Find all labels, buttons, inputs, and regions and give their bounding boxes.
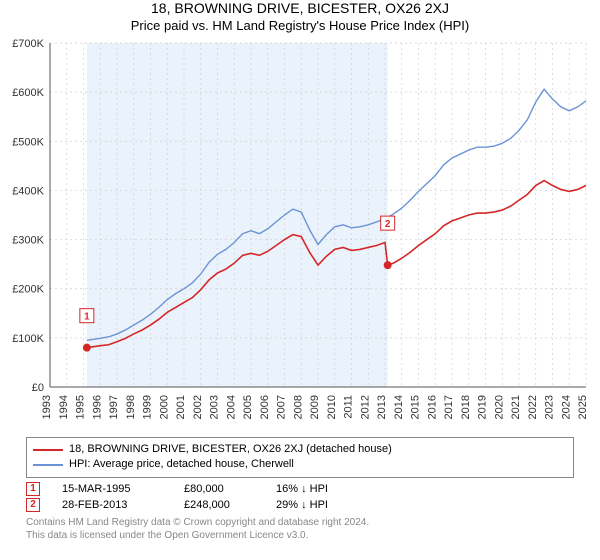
svg-text:2000: 2000 <box>158 395 170 419</box>
svg-text:2019: 2019 <box>477 395 489 419</box>
svg-text:£100K: £100K <box>12 333 44 345</box>
legend-label: HPI: Average price, detached house, Cher… <box>69 457 294 472</box>
event-marker-icon: 2 <box>26 498 40 512</box>
svg-text:2009: 2009 <box>309 395 321 419</box>
svg-text:2021: 2021 <box>510 395 522 419</box>
svg-text:2003: 2003 <box>209 395 221 419</box>
svg-text:1997: 1997 <box>108 395 120 419</box>
svg-text:£600K: £600K <box>12 87 44 99</box>
svg-text:2004: 2004 <box>225 395 237 419</box>
svg-text:1994: 1994 <box>58 395 70 419</box>
svg-text:2023: 2023 <box>544 395 556 419</box>
price-chart: £0 £100K £200K £300K £400K £500K £600K £700K 199… <box>0 37 600 431</box>
svg-text:£200K: £200K <box>12 284 44 296</box>
svg-text:£700K: £700K <box>12 38 44 50</box>
legend-label: 18, BROWNING DRIVE, BICESTER, OX26 2XJ (… <box>69 442 392 457</box>
svg-text:2022: 2022 <box>527 395 539 419</box>
svg-text:£400K: £400K <box>12 185 44 197</box>
legend-swatch-icon <box>33 449 63 451</box>
svg-text:2024: 2024 <box>560 395 572 419</box>
svg-text:2011: 2011 <box>343 395 355 419</box>
footnote-line: Contains HM Land Registry data © Crown c… <box>26 516 574 529</box>
svg-text:2002: 2002 <box>192 395 204 419</box>
svg-text:£500K: £500K <box>12 136 44 148</box>
svg-text:2020: 2020 <box>493 395 505 419</box>
svg-text:1993: 1993 <box>41 395 53 419</box>
event-price: £248,000 <box>184 499 254 511</box>
svg-text:2008: 2008 <box>292 395 304 419</box>
page-title: 18, BROWNING DRIVE, BICESTER, OX26 2XJ <box>0 0 600 16</box>
svg-text:2005: 2005 <box>242 395 254 419</box>
legend-item: 18, BROWNING DRIVE, BICESTER, OX26 2XJ (… <box>33 442 567 457</box>
event-marker-icon: 1 <box>26 482 40 496</box>
svg-text:1995: 1995 <box>75 395 87 419</box>
event-row: 2 28-FEB-2013 £248,000 29% ↓ HPI <box>26 498 574 512</box>
footnote: Contains HM Land Registry data © Crown c… <box>26 516 574 542</box>
svg-text:£0: £0 <box>32 382 44 394</box>
svg-text:2006: 2006 <box>259 395 271 419</box>
svg-text:1998: 1998 <box>125 395 137 419</box>
event-price: £80,000 <box>184 483 254 495</box>
svg-text:2016: 2016 <box>426 395 438 419</box>
legend-item: HPI: Average price, detached house, Cher… <box>33 457 567 472</box>
svg-text:2014: 2014 <box>393 395 405 419</box>
legend-swatch-icon <box>33 464 63 466</box>
transaction-events: 1 15-MAR-1995 £80,000 16% ↓ HPI 2 28-FEB… <box>26 482 574 512</box>
event-row: 1 15-MAR-1995 £80,000 16% ↓ HPI <box>26 482 574 496</box>
svg-text:1: 1 <box>84 312 90 323</box>
legend: 18, BROWNING DRIVE, BICESTER, OX26 2XJ (… <box>26 437 574 478</box>
svg-text:2012: 2012 <box>359 395 371 419</box>
svg-text:2017: 2017 <box>443 395 455 419</box>
svg-text:2018: 2018 <box>460 395 472 419</box>
page-subtitle: Price paid vs. HM Land Registry's House … <box>0 18 600 33</box>
event-date: 28-FEB-2013 <box>62 499 162 511</box>
svg-text:2001: 2001 <box>175 395 187 419</box>
svg-text:1996: 1996 <box>91 395 103 419</box>
chart-svg: £0 £100K £200K £300K £400K £500K £600K £700K 199… <box>0 37 600 431</box>
svg-text:2007: 2007 <box>276 395 288 419</box>
event-diff: 16% ↓ HPI <box>276 483 376 495</box>
footnote-line: This data is licensed under the Open Gov… <box>26 529 574 542</box>
event-date: 15-MAR-1995 <box>62 483 162 495</box>
svg-text:2025: 2025 <box>577 395 589 419</box>
event-diff: 29% ↓ HPI <box>276 499 376 511</box>
svg-text:£300K: £300K <box>12 235 44 247</box>
svg-text:2013: 2013 <box>376 395 388 419</box>
svg-text:2010: 2010 <box>326 395 338 419</box>
svg-text:2015: 2015 <box>410 395 422 419</box>
svg-text:2: 2 <box>385 219 391 230</box>
svg-text:1999: 1999 <box>142 395 154 419</box>
